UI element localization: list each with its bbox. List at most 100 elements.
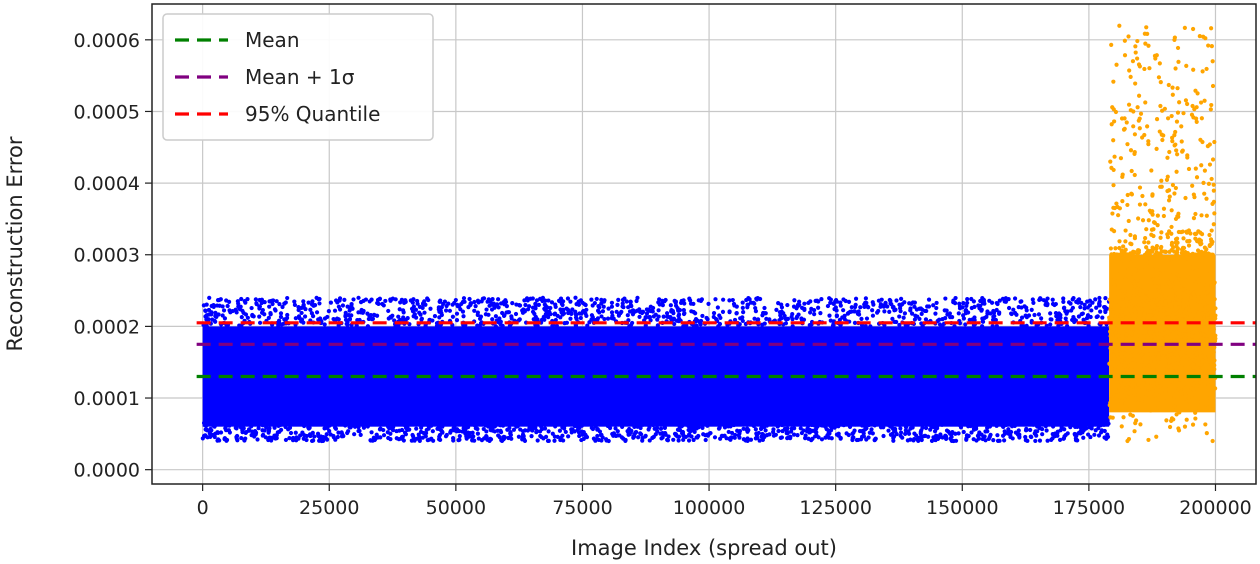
scatter-point xyxy=(486,312,491,317)
scatter-point xyxy=(966,424,971,429)
scatter-point xyxy=(367,299,372,304)
scatter-point xyxy=(435,426,440,431)
scatter-point xyxy=(964,418,969,423)
scatter-point xyxy=(1169,367,1174,373)
scatter-point xyxy=(1201,328,1206,333)
scatter-point xyxy=(550,323,555,328)
scatter-point xyxy=(985,429,990,434)
scatter-point xyxy=(1128,363,1133,368)
scatter-point xyxy=(462,428,468,433)
scatter-point xyxy=(1128,405,1133,411)
scatter-point xyxy=(401,315,406,320)
scatter-point xyxy=(1154,328,1159,333)
scatter-point xyxy=(888,301,893,306)
scatter-point xyxy=(1144,245,1149,250)
scatter-point xyxy=(868,324,873,329)
scatter-point xyxy=(800,419,805,425)
scatter-point xyxy=(731,422,737,428)
scatter-point xyxy=(323,435,328,441)
scatter-point xyxy=(991,308,996,314)
scatter-point xyxy=(280,304,285,310)
scatter-point xyxy=(516,420,521,426)
scatter-point xyxy=(812,312,817,317)
scatter-point xyxy=(1170,326,1176,331)
scatter-point xyxy=(834,313,839,319)
scatter-point xyxy=(1132,292,1137,298)
scatter-point xyxy=(1124,398,1129,404)
scatter-point xyxy=(1148,313,1154,318)
scatter-point xyxy=(493,314,498,319)
scatter-point xyxy=(1172,37,1177,43)
scatter-point xyxy=(792,426,797,431)
scatter-point xyxy=(220,313,225,318)
scatter-point xyxy=(1096,433,1102,438)
scatter-point xyxy=(1189,295,1194,300)
scatter-point xyxy=(400,308,406,313)
scatter-point xyxy=(843,298,848,304)
scatter-point xyxy=(851,417,856,422)
scatter-point xyxy=(1092,432,1097,437)
scatter-point xyxy=(1180,229,1185,234)
scatter-point xyxy=(1110,279,1115,285)
scatter-point xyxy=(1114,62,1119,67)
scatter-point xyxy=(370,316,376,321)
scatter-point xyxy=(413,420,418,425)
scatter-point xyxy=(1194,351,1199,357)
scatter-point xyxy=(460,309,466,314)
scatter-point xyxy=(282,301,287,306)
scatter-point xyxy=(1135,278,1140,283)
scatter-point xyxy=(1018,417,1023,423)
scatter-point xyxy=(302,314,308,319)
scatter-point xyxy=(481,296,487,301)
scatter-point xyxy=(767,317,772,322)
scatter-point xyxy=(343,423,348,428)
scatter-point xyxy=(1183,98,1189,103)
scatter-point xyxy=(864,421,870,426)
scatter-point xyxy=(1187,238,1192,244)
scatter-point xyxy=(1151,304,1156,309)
scatter-point xyxy=(1023,434,1028,440)
scatter-point xyxy=(838,303,843,308)
scatter-point xyxy=(206,312,212,317)
scatter-point xyxy=(270,435,275,440)
scatter-point xyxy=(445,422,450,427)
scatter-point xyxy=(443,308,449,313)
scatter-point xyxy=(1191,192,1196,197)
scatter-point xyxy=(482,436,487,441)
scatter-point xyxy=(842,418,847,423)
scatter-point xyxy=(599,297,604,302)
scatter-point xyxy=(1143,202,1148,207)
scatter-point xyxy=(1076,314,1081,319)
scatter-point xyxy=(583,432,588,437)
scatter-point xyxy=(475,431,481,436)
scatter-point xyxy=(577,433,582,439)
scatter-point xyxy=(1102,304,1107,310)
scatter-point xyxy=(978,298,983,304)
scatter-point xyxy=(1213,306,1218,311)
scatter-point xyxy=(450,302,455,307)
scatter-point xyxy=(1197,349,1202,354)
scatter-point xyxy=(436,437,442,442)
scatter-point xyxy=(306,300,311,305)
scatter-point xyxy=(985,309,990,314)
scatter-point xyxy=(1180,148,1185,153)
scatter-point xyxy=(245,315,250,320)
scatter-point xyxy=(1165,329,1170,334)
scatter-point xyxy=(439,312,444,318)
scatter-point xyxy=(415,298,420,304)
scatter-point xyxy=(1037,426,1042,431)
scatter-point xyxy=(1048,322,1053,327)
scatter-point xyxy=(890,370,895,376)
scatter-point xyxy=(1200,69,1205,74)
scatter-point xyxy=(1171,271,1176,277)
scatter-point xyxy=(304,418,309,423)
scatter-point xyxy=(1182,25,1187,31)
scatter-point xyxy=(570,307,575,312)
scatter-point xyxy=(1109,353,1114,358)
scatter-point xyxy=(1146,142,1151,147)
scatter-point xyxy=(754,296,759,301)
scatter-point xyxy=(466,417,472,422)
scatter-point xyxy=(863,296,868,301)
scatter-point xyxy=(1160,381,1165,387)
scatter-point xyxy=(350,422,355,427)
